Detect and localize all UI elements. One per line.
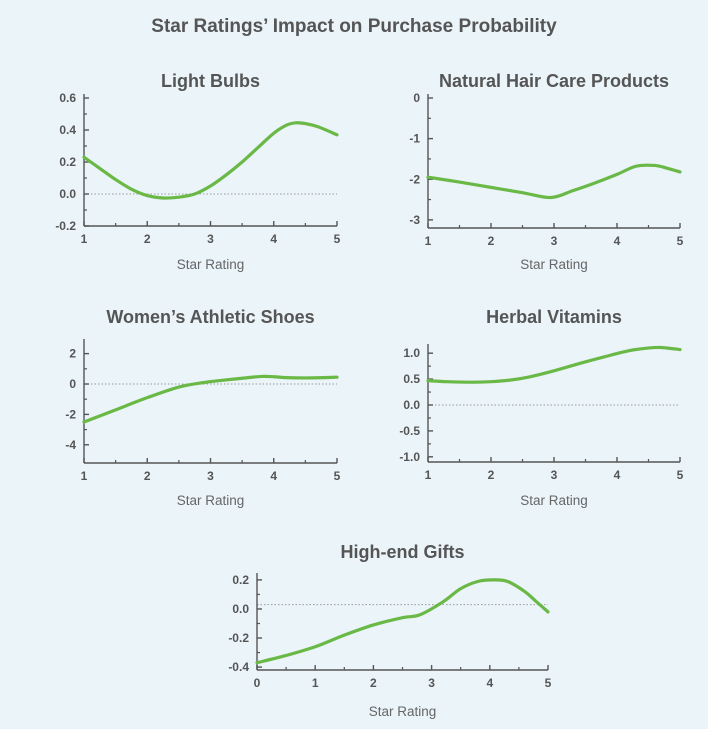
y-tick-label: 0.0 [403, 398, 420, 412]
x-tick-label: 2 [144, 469, 151, 483]
y-tick-label: -0.2 [55, 219, 76, 233]
x-axis-label: Star Rating [520, 257, 588, 272]
x-tick-label: 5 [334, 232, 341, 246]
x-tick-label: 5 [545, 676, 552, 690]
y-tick-label: 0 [413, 91, 420, 105]
x-tick-label: 1 [81, 232, 88, 246]
x-axis-label: Star Rating [520, 493, 588, 508]
x-axis-label: Star Rating [177, 493, 245, 508]
panel-title: Light Bulbs [161, 71, 260, 91]
series-line [82, 121, 339, 200]
panel-title: Herbal Vitamins [486, 307, 622, 327]
x-tick-label: 0 [254, 676, 261, 690]
y-tick-label: 0.4 [59, 123, 76, 137]
panel-title: Women’s Athletic Shoes [106, 307, 314, 327]
chart-panel-4: Herbal Vitamins -1.0 -0.5 0.0 0.5 1.0 1 2 3 4 5 Sta… [399, 307, 683, 508]
x-tick-label: 2 [144, 232, 151, 246]
x-tick-label: 5 [677, 234, 684, 248]
x-axis-label: Star Rating [369, 704, 437, 719]
x-tick-label: 3 [207, 469, 214, 483]
x-tick-label: 3 [428, 676, 435, 690]
panel-title: High-end Gifts [341, 542, 465, 562]
x-tick-label: 1 [312, 676, 319, 690]
y-tick-label: 0 [69, 377, 76, 391]
x-tick-label: 3 [207, 232, 214, 246]
chart-panel-5: High-end Gifts -0.4 -0.2 0.0 0.2 0 1 2 3 4 5 Star R… [228, 542, 551, 719]
x-tick-label: 4 [614, 468, 621, 482]
chart-panel-2: Natural Hair Care Products -3 -2 -1 0 1 2 3 4 5 St… [409, 71, 683, 272]
chart-panel-1: Light Bulbs -0.2 0.0 0.2 0.4 0.6 1 2 3 4 5 Star Rat… [55, 71, 340, 272]
chart-panel-3: Women’s Athletic Shoes -4 -2 0 2 1 2 3 4 5 Star Ra… [65, 307, 340, 508]
y-tick-label: 0.2 [232, 573, 249, 587]
x-tick-label: 4 [614, 234, 621, 248]
y-tick-label: 0.2 [59, 155, 76, 169]
x-tick-label: 1 [81, 469, 88, 483]
x-tick-label: 2 [488, 468, 495, 482]
x-tick-label: 5 [677, 468, 684, 482]
y-tick-label: -1.0 [399, 450, 420, 464]
y-tick-label: -3 [409, 213, 420, 227]
x-tick-label: 2 [370, 676, 377, 690]
y-tick-label: 1.0 [403, 346, 420, 360]
y-tick-label: -1 [409, 132, 420, 146]
y-tick-label: 0.6 [59, 91, 76, 105]
y-tick-label: -0.2 [228, 631, 249, 645]
y-tick-label: 0.0 [59, 187, 76, 201]
x-axis-label: Star Rating [177, 257, 245, 272]
x-tick-label: 2 [488, 234, 495, 248]
series-line [426, 345, 682, 384]
x-tick-label: 4 [270, 232, 277, 246]
x-tick-label: 1 [425, 468, 432, 482]
x-tick-label: 4 [486, 676, 493, 690]
panel-title: Natural Hair Care Products [439, 71, 669, 91]
y-tick-label: -0.5 [399, 424, 420, 438]
figure-title: Star Ratings’ Impact on Purchase Probabi… [151, 16, 557, 37]
x-tick-label: 3 [551, 234, 558, 248]
y-tick-label: 2 [69, 347, 76, 361]
y-tick-label: -2 [409, 172, 420, 186]
x-tick-label: 1 [425, 234, 432, 248]
series-line [255, 578, 550, 665]
series-line [82, 374, 339, 424]
y-tick-label: -2 [65, 407, 76, 421]
x-tick-label: 5 [334, 469, 341, 483]
series-line [426, 163, 682, 200]
y-tick-label: 0.5 [403, 372, 420, 386]
y-tick-label: -0.4 [228, 660, 249, 674]
x-tick-label: 3 [551, 468, 558, 482]
y-tick-label: -4 [65, 438, 76, 452]
x-tick-label: 4 [270, 469, 277, 483]
y-tick-label: 0.0 [232, 602, 249, 616]
